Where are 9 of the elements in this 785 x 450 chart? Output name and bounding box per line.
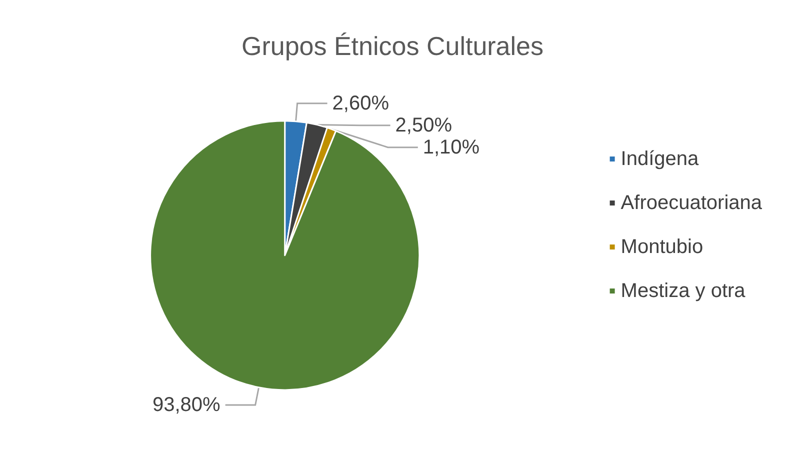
legend-label: Indígena [620,148,700,170]
data-label: 2,50% [395,114,452,136]
chart-title: Grupos Étnicos Culturales [241,31,544,61]
data-label: 93,80% [152,394,221,416]
legend-label: Montubio [620,236,704,258]
data-label: 2,60% [332,92,390,114]
data-label: 1,10% [422,136,480,158]
legend-label: Mestiza y otra [620,280,746,302]
legend-label: Afroecuatoriana [620,192,763,214]
